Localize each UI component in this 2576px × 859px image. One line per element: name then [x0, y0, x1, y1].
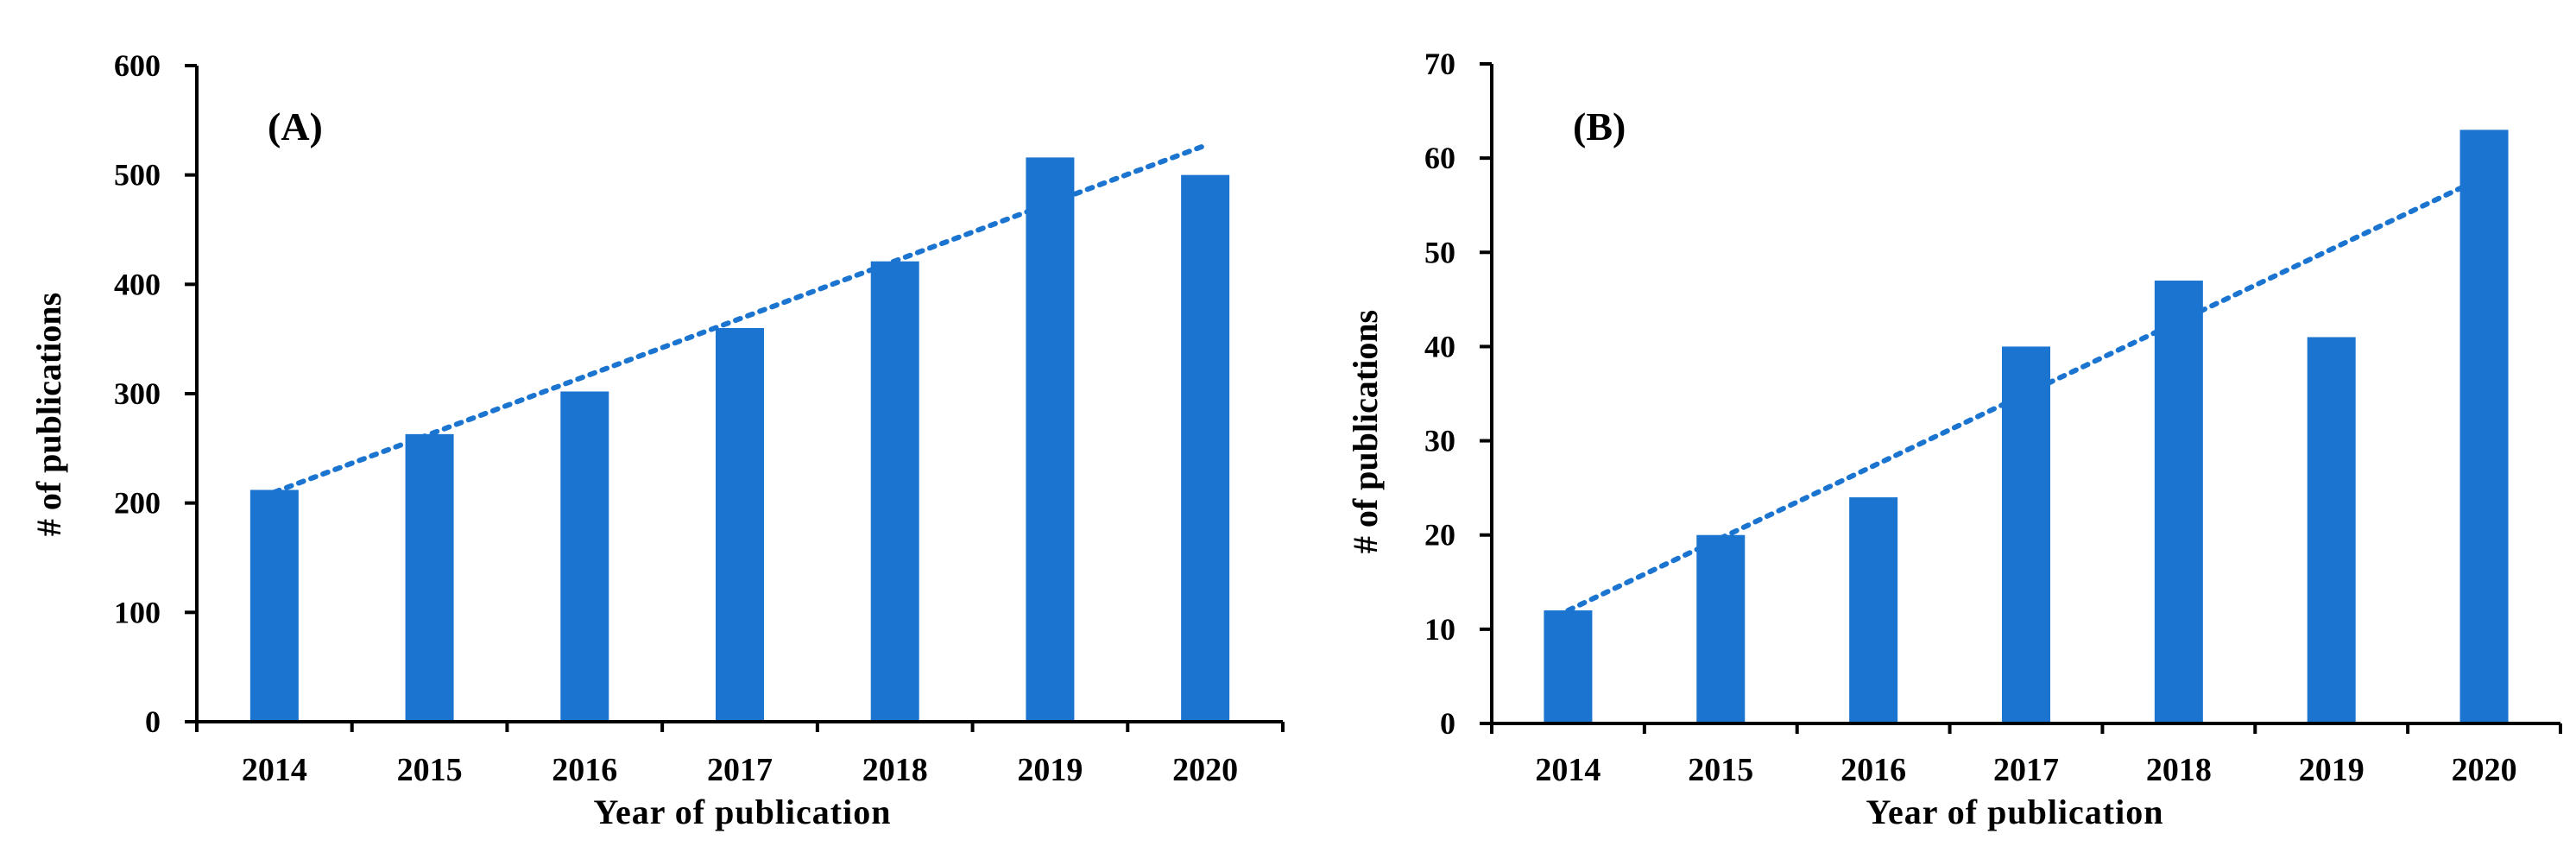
- x-tick-label: 2018: [2146, 752, 2212, 788]
- bar-2015: [1696, 534, 1746, 723]
- trendline: [271, 142, 1209, 495]
- panel-label: (B): [1573, 104, 1626, 148]
- x-tick-label: 2020: [1172, 752, 1238, 788]
- y-tick-label: 300: [114, 376, 161, 411]
- bar-2020: [1181, 174, 1230, 722]
- x-tick-label: 2015: [1688, 752, 1753, 788]
- y-tick-label: 0: [145, 704, 161, 739]
- y-tick-label: 50: [1424, 235, 1455, 269]
- bar-2015: [405, 433, 454, 722]
- x-axis-title: Year of publication: [594, 793, 892, 831]
- y-tick-label: 60: [1424, 141, 1455, 175]
- y-tick-label: 10: [1424, 612, 1455, 647]
- x-tick-label: 2016: [1840, 752, 1906, 788]
- x-tick-label: 2015: [397, 752, 463, 788]
- bar-2019: [1026, 157, 1075, 722]
- x-tick-label: 2018: [862, 752, 928, 788]
- x-tick-label: 2017: [707, 752, 773, 788]
- x-tick-label: 2020: [2452, 752, 2517, 788]
- y-tick-label: 200: [114, 486, 161, 521]
- panel-b: 0 10 20 30 40 50 60 70 2014 2015 2016 2017 2018 2019 2…: [1346, 47, 2562, 831]
- x-tick-label: 2014: [242, 752, 307, 788]
- bar-2016: [560, 391, 609, 722]
- y-tick-label: 40: [1424, 329, 1455, 363]
- trendline: [1565, 174, 2487, 614]
- y-tick-label: 500: [114, 158, 161, 193]
- bar-2020: [2459, 129, 2509, 723]
- x-tick-label: 2019: [1017, 752, 1083, 788]
- panel-a: 0 100 200 300 400 500 600 2014 2015 2016 2017 2018 2…: [29, 48, 1285, 831]
- x-tick-label: 2019: [2299, 752, 2364, 788]
- panel-label: (A): [268, 104, 323, 148]
- x-tick-label: 2016: [552, 752, 617, 788]
- y-tick-label: 100: [114, 595, 161, 629]
- bar-2019: [2307, 337, 2356, 723]
- bar-2017: [2002, 346, 2050, 723]
- bar-2017: [716, 328, 764, 722]
- y-tick-label: 30: [1424, 424, 1455, 458]
- bar-2018: [2154, 281, 2203, 723]
- bar-2014: [1544, 610, 1593, 723]
- x-tick-label: 2017: [1993, 752, 2059, 788]
- x-axis-title: Year of publication: [1866, 793, 2164, 831]
- y-tick-label: 70: [1424, 47, 1455, 81]
- bar-2016: [1849, 497, 1898, 723]
- bar-2018: [870, 261, 919, 722]
- y-tick-label: 0: [1440, 706, 1455, 741]
- x-tick-label: 2014: [1535, 752, 1601, 788]
- bar-2014: [249, 490, 299, 722]
- y-tick-label: 600: [114, 48, 161, 83]
- y-tick-label: 20: [1424, 518, 1455, 553]
- y-axis-title: # of publications: [1346, 310, 1385, 553]
- y-tick-label: 400: [114, 267, 161, 301]
- y-axis-title: # of publications: [29, 293, 68, 536]
